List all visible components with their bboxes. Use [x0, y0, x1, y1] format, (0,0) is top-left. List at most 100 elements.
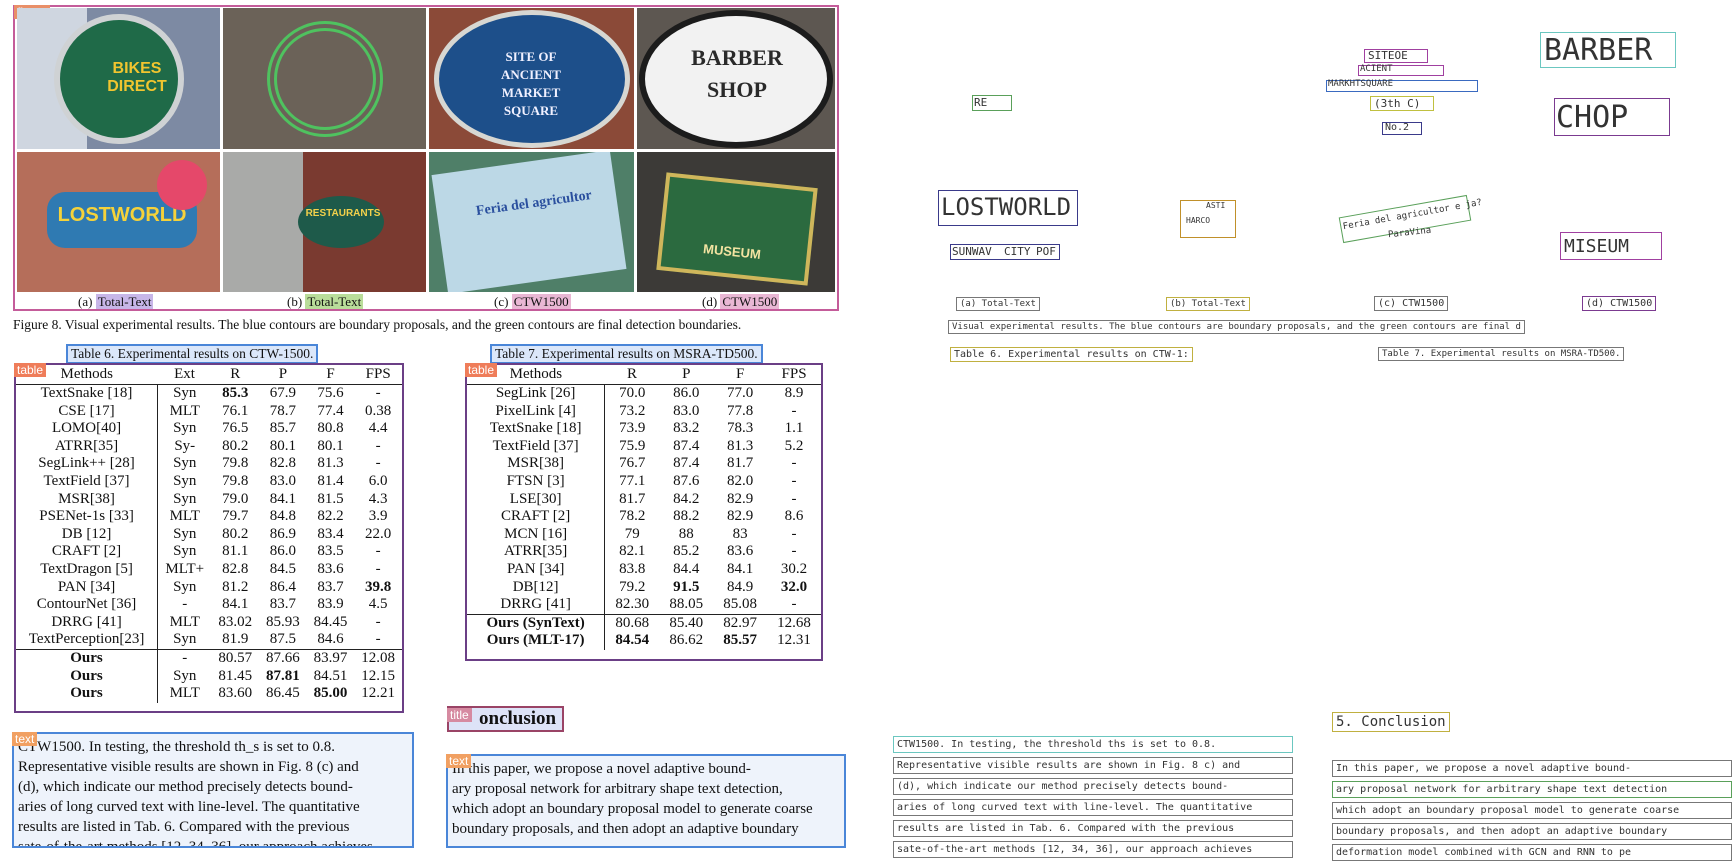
table-cell: Syn	[157, 420, 212, 438]
sublabel-d: (d) CTW1500	[702, 294, 780, 309]
sublabel-c: (c) CTW1500	[494, 294, 571, 309]
ocr-caption: Visual experimental results. The blue co…	[948, 320, 1525, 334]
table-cell: 88.05	[669, 596, 704, 613]
table-cell: 84.51	[313, 667, 348, 684]
table-cell: 82.30	[604, 596, 660, 615]
paragraph-line: (d), which indicate our method precisely…	[18, 779, 353, 795]
table-cell: 84.4	[673, 560, 700, 577]
table-cell: 79.7	[222, 508, 249, 525]
ocr-line: deformation model combined with GCN and …	[1332, 844, 1732, 861]
table-cell: 84.9	[727, 578, 754, 595]
table-cell: 87.6	[673, 472, 700, 489]
table-cell: 32.0	[780, 578, 808, 595]
table-cell: 85.40	[659, 613, 714, 633]
table-cell: 1.1	[784, 420, 804, 437]
table-cell: 8.6	[784, 508, 804, 525]
table-row: PixelLink [4] 73.2 83.0 77.8 -	[467, 402, 821, 421]
ocr-line: CTW1500. In testing, the threshold ths i…	[893, 736, 1293, 753]
table-cell: 85.08	[723, 596, 757, 613]
paragraph-line: sate-of-the-art methods [12, 34, 36], ou…	[18, 839, 373, 848]
table-row-ours: Ours (MLT-17) 84.54 86.62 85.57 12.31	[467, 632, 821, 650]
table-cell: 67.9	[269, 385, 297, 401]
table-cell: -	[375, 455, 381, 472]
table-cell: 76.1	[222, 402, 249, 419]
table-cell: Syn	[157, 490, 212, 509]
table-cell: 78.2	[604, 508, 660, 526]
table-cell: 79.8	[222, 455, 249, 472]
table-cell: 85.3	[222, 385, 249, 401]
table-cell: 80.8	[317, 420, 344, 437]
table-cell: FTSN [3]	[506, 472, 565, 489]
table-cell: 84.8	[269, 508, 297, 525]
table-row: ATRR[35] 82.1 85.2 83.6 -	[467, 543, 821, 561]
figure-tile-a-top: BIKES DIRECT	[17, 8, 220, 149]
ocr-word: No.2	[1385, 122, 1410, 133]
table-cell: -	[375, 437, 381, 454]
table-cell: 75.6	[317, 385, 344, 401]
table-cell: ATRR[35]	[503, 543, 568, 560]
table-cell: 84.6	[317, 631, 344, 648]
table-cell: -	[375, 543, 381, 560]
table-cell: SegLink [26]	[495, 385, 576, 401]
table-row: CRAFT [2] Syn 81.1 86.0 83.5 -	[16, 543, 402, 561]
ocr-word: MISEUM	[1564, 236, 1630, 257]
table-cell: 87.4	[673, 455, 700, 472]
ocr-line: results are listed in Tab. 6. Compared w…	[893, 820, 1293, 837]
ocr-box	[950, 244, 1060, 260]
table-cell: TextSnake [18]	[40, 385, 133, 401]
table-cell: 83.4	[317, 525, 344, 542]
table-cell: 86.0	[673, 385, 700, 401]
table-cell: 0.38	[365, 402, 392, 419]
figure-tile-b-top	[223, 8, 426, 149]
table-cell: 87.81	[266, 667, 300, 684]
table-cell: 85.93	[266, 613, 300, 630]
ocr-box	[1358, 65, 1444, 76]
table-cell: MLT	[157, 402, 212, 421]
table-cell: 82.2	[317, 508, 344, 525]
table-cell: MLT	[157, 613, 212, 632]
table-cell: TextPerception[23]	[28, 631, 145, 648]
table-cell: Syn	[157, 578, 212, 597]
table-cell: -	[375, 613, 381, 630]
table-cell: 12.08	[354, 648, 402, 668]
table-cell: 4.3	[368, 490, 388, 507]
table-row: DRRG [41] MLT 83.02 85.93 84.45 -	[16, 613, 402, 632]
table-cell: 81.45	[218, 667, 253, 684]
ocr-sublabel: (b) Total-Text	[1166, 297, 1250, 311]
table-cell: Ours (MLT-17)	[486, 632, 585, 649]
flower-decoration	[157, 160, 207, 210]
table-cell: 83.02	[218, 613, 253, 630]
table-row-ours: Ours MLT 83.60 86.45 85.00 12.21	[16, 685, 402, 703]
table-cell: 84.1	[727, 560, 754, 577]
table-cell: 5.2	[784, 437, 804, 454]
table-cell: 77.8	[727, 402, 754, 419]
table-cell: TextSnake [18]	[489, 420, 582, 437]
table-cell: Ours (SynText)	[467, 613, 605, 633]
table-cell: 85.2	[673, 543, 700, 560]
sublabel-a: (a) Total-Text	[78, 294, 154, 309]
ocr-word: HARCO	[1186, 216, 1211, 225]
sign-text: BIKES DIRECT	[107, 60, 167, 95]
table-cell: 84.54	[604, 632, 660, 650]
table-cell: DRRG [41]	[500, 596, 571, 613]
ocr-line: Representative visible results are shown…	[893, 757, 1293, 774]
paragraph-line: CTW1500. In testing, the threshold th_s …	[18, 739, 336, 755]
figure-tile-d-top: BARBER SHOP	[637, 8, 835, 149]
table-cell: 81.3	[727, 437, 754, 454]
ocr-word: MARKHTSQUARE	[1328, 79, 1394, 89]
table-cell: 83.6	[727, 543, 754, 560]
table-cell: Sy-	[157, 437, 212, 456]
table-cell: PAN [34]	[506, 560, 565, 577]
table-cell: DRRG [41]	[51, 613, 122, 630]
table-row-ours: Ours Syn 81.45 87.81 84.51 12.15	[16, 667, 402, 686]
table-cell: 80.1	[269, 437, 297, 454]
ocr-box	[1560, 232, 1662, 260]
ocr-box	[1382, 122, 1422, 135]
table-cell: 76.5	[222, 420, 249, 437]
table-cell: 39.8	[365, 578, 392, 595]
table-cell: 79.2	[604, 578, 660, 597]
paragraph-line: which adopt an boundary proposal model t…	[452, 801, 813, 817]
table-header-cell: Methods	[16, 365, 158, 385]
ocr-box	[1554, 98, 1670, 136]
table-cell: PSENet-1s [33]	[39, 508, 134, 525]
